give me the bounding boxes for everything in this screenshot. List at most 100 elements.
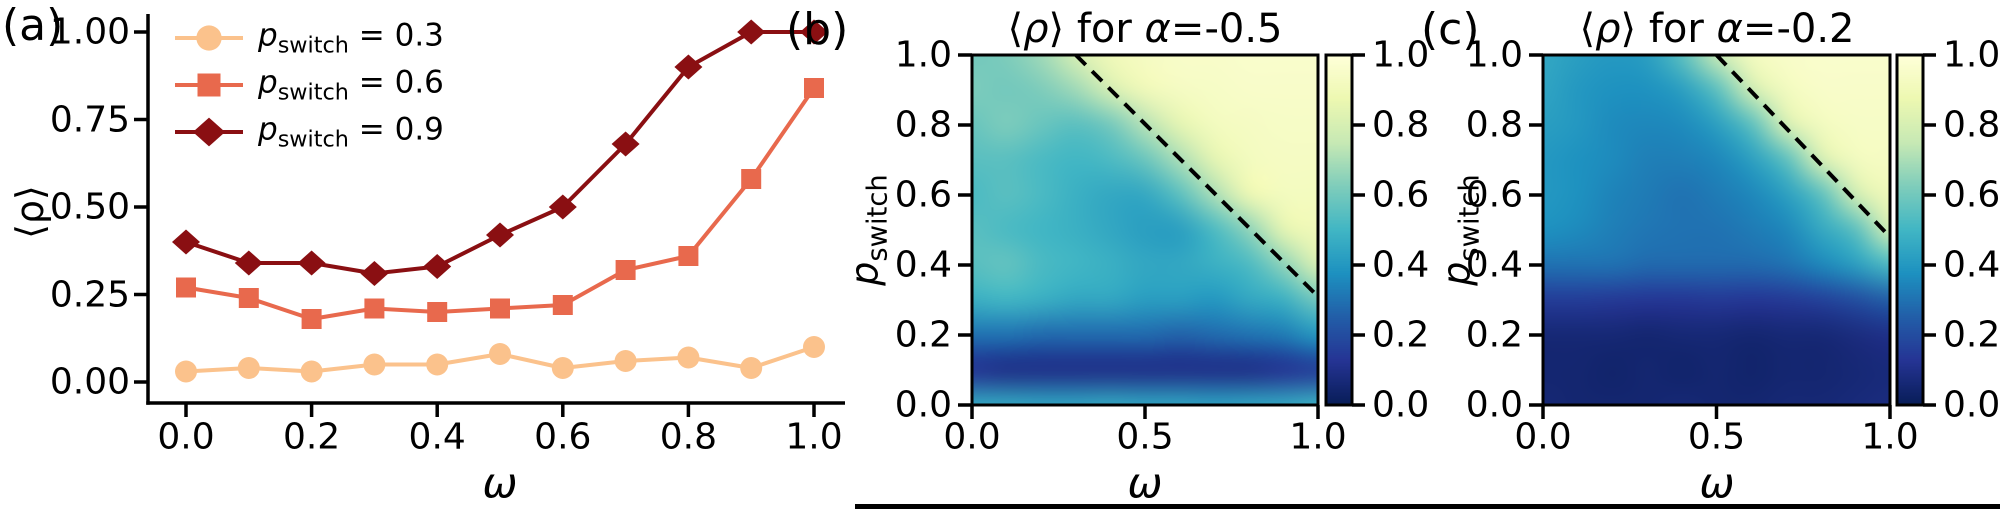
heatmap-b-canvas — [972, 55, 1318, 405]
panel-a-x-tick-label: 0.8 — [659, 416, 718, 458]
panel-c-letter: (c) — [1421, 4, 1480, 55]
panel-c-x-tick-label: 0.0 — [1514, 416, 1572, 458]
panel-c-y-tick-label: 0.4 — [1465, 244, 1523, 286]
panel-a-xlabel: ω — [482, 458, 518, 508]
series-marker-diamond — [548, 194, 577, 220]
panel-b-x-tick-label: 0.0 — [943, 416, 1001, 458]
series-marker-square — [741, 169, 762, 189]
series-marker-circle — [551, 357, 574, 379]
legend-label-rest: = 0.6 — [348, 64, 444, 101]
panel-c-title: ⟨ρ⟩ for α=-0.2 — [1580, 6, 1855, 52]
colorbar-b-canvas — [1326, 55, 1352, 405]
panel-c-colorbar-tick-label: 0.2 — [1943, 314, 2000, 356]
series-marker-square — [238, 288, 259, 308]
series-marker-diamond — [423, 254, 452, 279]
panel-c-colorbar-tick-label: 0.6 — [1943, 174, 2000, 216]
panel-c-title-for: ⟩ for — [1620, 6, 1717, 52]
legend-label-sub: switch — [277, 79, 349, 106]
panel-b-colorbar-tick-label: 0.4 — [1372, 244, 1430, 286]
series-marker-diamond — [172, 229, 200, 255]
series-marker-square — [804, 78, 824, 98]
legend-label: pswitch = 0.9 — [258, 111, 444, 152]
series-marker-circle — [614, 350, 637, 372]
panel-a-x-tick-label: 0.2 — [282, 416, 341, 458]
panel-b-y-tick-label: 0.2 — [894, 314, 952, 356]
panel-c-y-tick-label: 0.8 — [1465, 104, 1523, 146]
panel-b-colorbar-tick-label: 0.6 — [1372, 174, 1430, 216]
legend-label-var: p — [258, 64, 278, 101]
series-marker-circle — [175, 360, 197, 383]
series-marker-diamond — [674, 54, 703, 80]
panel-c-y-tick-label: 0.6 — [1465, 174, 1523, 216]
panel-c-y-tick-label: 0.2 — [1465, 314, 1523, 356]
series-marker-square — [615, 260, 636, 280]
panel-c-y-tick-label: 1.0 — [1465, 34, 1523, 76]
series-marker-square — [176, 277, 196, 298]
series-marker-circle — [489, 343, 511, 365]
panel-b-x-tick-label: 1.0 — [1289, 416, 1347, 458]
panel-b-y-tick-label: 0.8 — [894, 104, 952, 146]
series-marker-square — [364, 298, 385, 319]
series-marker-square — [301, 309, 322, 329]
panel-c-colorbar-tick-label: 0.8 — [1943, 104, 2000, 146]
panel-b-y-tick-label: 0.0 — [894, 384, 952, 426]
legend-label-rest: = 0.3 — [348, 17, 444, 54]
series-marker-diamond — [297, 250, 326, 276]
series-marker-square — [678, 246, 699, 266]
legend-label-sub: switch — [277, 32, 349, 59]
panel-c-colorbar-tick-label: 0.4 — [1943, 244, 2000, 286]
series-marker-diamond — [611, 131, 640, 157]
panel-b-title-bracket-open: ⟨ — [1007, 6, 1024, 52]
series-marker-circle — [363, 353, 386, 376]
series-marker-circle — [426, 353, 449, 376]
legend-label-sub: switch — [277, 126, 349, 153]
panel-b-ylabel: pswitch — [843, 174, 894, 285]
panel-c-x-tick-label: 1.0 — [1861, 416, 1919, 458]
panel-c-y-tick-label: 0.0 — [1465, 384, 1523, 426]
panel-c-title-alpha: α — [1716, 6, 1743, 52]
series-marker-diamond — [192, 117, 226, 147]
legend-label: pswitch = 0.6 — [258, 64, 444, 105]
panel-a-y-tick-label: 0.25 — [49, 274, 130, 315]
panel-b-x-tick-label: 0.5 — [1116, 416, 1174, 458]
bottom-rule — [855, 504, 2000, 509]
panel-c-colorbar-tick-label: 1.0 — [1943, 34, 2000, 76]
panel-c-x-tick-label: 0.5 — [1687, 416, 1746, 458]
legend-label: pswitch = 0.3 — [258, 17, 444, 58]
panel-b-title: ⟨ρ⟩ for α=-0.5 — [1008, 6, 1283, 52]
panel-a-letter: (a) — [2, 0, 64, 51]
panel-b-y-tick-label: 1.0 — [894, 34, 952, 76]
panel-b-colorbar-tick-label: 0.0 — [1372, 384, 1430, 426]
panel-a-y-tick-label: 1.00 — [49, 11, 130, 53]
panel-a-x-tick-label: 0.4 — [408, 416, 466, 458]
heatmap-c-canvas — [1543, 55, 1890, 405]
panel-c-title-value: =-0.2 — [1742, 6, 1855, 52]
panel-a-x-tick-label: 0.0 — [157, 416, 215, 458]
legend-label-rest: = 0.9 — [348, 111, 444, 148]
panel-c-colorbar-tick-label: 0.0 — [1943, 384, 2000, 426]
series-marker-diamond — [737, 19, 766, 45]
series-marker-diamond — [360, 261, 389, 286]
panel-b-title-rho: ρ — [1023, 6, 1049, 52]
panel-b-xlabel: ω — [1127, 458, 1163, 508]
panel-b-title-alpha: α — [1144, 6, 1171, 52]
series-marker-square — [552, 295, 573, 315]
series-marker-circle — [740, 357, 763, 379]
panel-a-y-tick-label: 0.50 — [49, 186, 130, 228]
panel-b-title-value: =-0.5 — [1170, 6, 1283, 52]
panel-a-y-tick-label: 0.00 — [49, 361, 130, 403]
series-marker-square — [490, 298, 510, 319]
panel-b-ylabel-var: p — [842, 261, 887, 286]
panel-b-y-tick-label: 0.6 — [894, 174, 952, 216]
series-marker-circle — [803, 336, 825, 358]
panel-c-title-rho: ρ — [1595, 6, 1621, 52]
series-marker-circle — [237, 357, 260, 379]
panel-b-letter: (b) — [786, 4, 849, 55]
panel-a-y-tick-label: 0.75 — [49, 99, 130, 140]
legend-label-var: p — [258, 17, 278, 54]
panel-b-y-tick-label: 0.4 — [894, 244, 952, 286]
series-marker-diamond — [234, 250, 263, 276]
panel-c-xlabel: ω — [1699, 458, 1735, 508]
panel-a-ylabel: ⟨ρ⟩ — [8, 185, 52, 239]
series-marker-square — [197, 73, 221, 97]
